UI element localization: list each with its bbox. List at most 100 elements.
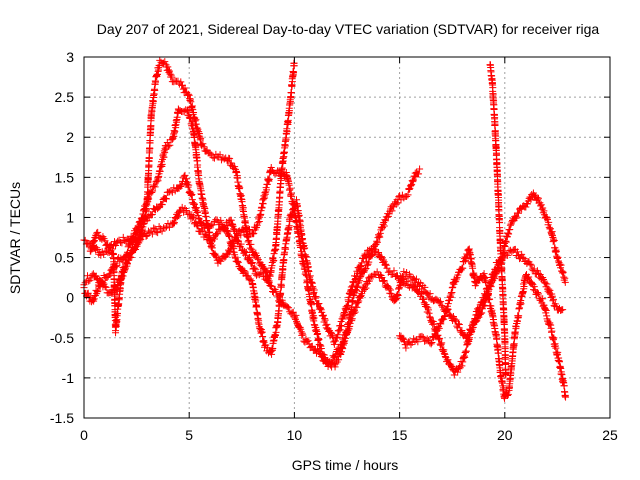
data-point	[145, 195, 153, 203]
data-point	[452, 275, 460, 283]
data-point	[534, 194, 542, 202]
data-point	[423, 303, 431, 311]
data-point	[314, 329, 322, 337]
data-point	[290, 68, 298, 76]
data-point	[121, 266, 129, 274]
data-point	[94, 228, 102, 236]
data-point	[475, 304, 483, 312]
data-point	[274, 167, 282, 175]
data-point	[178, 181, 186, 189]
data-point	[161, 58, 169, 66]
data-point	[279, 265, 287, 273]
data-point	[187, 191, 195, 199]
data-point	[301, 244, 309, 252]
data-point	[290, 205, 298, 213]
data-point	[526, 260, 534, 268]
data-point	[543, 214, 551, 222]
data-point	[387, 290, 395, 298]
data-point	[170, 219, 178, 227]
data-point	[561, 278, 569, 286]
data-point	[424, 306, 432, 314]
data-point	[120, 265, 128, 273]
data-point	[504, 391, 512, 399]
data-point	[310, 314, 318, 322]
data-point	[89, 296, 97, 304]
data-point	[262, 268, 270, 276]
data-point	[298, 329, 306, 337]
data-point	[332, 337, 340, 345]
data-point	[316, 349, 324, 357]
data-point	[247, 259, 255, 267]
data-point	[286, 184, 294, 192]
data-point	[84, 289, 92, 297]
data-point	[354, 299, 362, 307]
data-point	[194, 208, 202, 216]
data-point	[315, 300, 323, 308]
data-point	[550, 334, 558, 342]
data-point	[392, 200, 400, 208]
x-tick-label: 10	[287, 427, 303, 443]
data-point	[161, 224, 169, 232]
data-point	[393, 272, 401, 280]
data-point	[341, 334, 349, 342]
data-point	[327, 358, 335, 366]
data-point	[363, 261, 371, 269]
data-point	[545, 285, 553, 293]
data-point	[121, 264, 129, 272]
data-point	[380, 277, 388, 285]
data-point	[227, 159, 235, 167]
data-point	[504, 251, 512, 259]
data-point	[181, 84, 189, 92]
data-point	[373, 238, 381, 246]
data-point	[362, 284, 370, 292]
data-point	[118, 271, 126, 279]
data-point	[338, 322, 346, 330]
data-point	[441, 312, 449, 320]
data-point	[373, 237, 381, 245]
data-point	[437, 298, 445, 306]
data-point	[527, 261, 535, 269]
data-point	[317, 304, 325, 312]
data-point	[217, 257, 225, 265]
data-point	[164, 63, 172, 71]
x-tick-label: 20	[497, 427, 513, 443]
data-point	[226, 155, 234, 163]
data-point	[318, 308, 326, 316]
data-point	[407, 181, 415, 189]
data-point	[423, 335, 431, 343]
data-point	[327, 328, 335, 336]
data-point	[545, 223, 553, 231]
data-point	[175, 207, 183, 215]
data-point	[543, 215, 551, 223]
data-point	[530, 286, 538, 294]
data-point	[464, 334, 472, 342]
data-point	[102, 283, 110, 291]
data-point	[434, 326, 442, 334]
data-point	[177, 182, 185, 190]
data-point	[386, 286, 394, 294]
data-point	[81, 279, 89, 287]
data-point	[353, 303, 361, 311]
data-point	[245, 237, 253, 245]
data-point	[420, 299, 428, 307]
data-point	[249, 230, 257, 238]
data-point	[501, 345, 509, 353]
data-point	[195, 214, 203, 222]
y-tick-label: 1	[66, 209, 74, 225]
data-point	[214, 230, 222, 238]
data-point	[316, 341, 324, 349]
data-point	[548, 292, 556, 300]
data-point	[546, 286, 554, 294]
x-tick-label: 15	[392, 427, 408, 443]
data-point	[133, 242, 141, 250]
data-point	[311, 294, 319, 302]
data-point	[126, 251, 134, 259]
data-point	[460, 258, 468, 266]
data-point	[185, 181, 193, 189]
data-point	[171, 127, 179, 135]
data-point	[81, 236, 89, 244]
data-point	[125, 254, 133, 262]
data-point	[189, 199, 197, 207]
data-point	[208, 244, 216, 252]
data-point	[490, 273, 498, 281]
